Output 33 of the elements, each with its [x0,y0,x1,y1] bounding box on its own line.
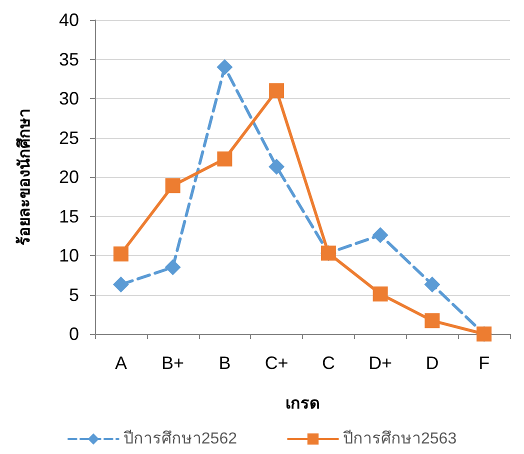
y-tick-label: 5 [68,284,79,305]
legend-label: ปีการศึกษา2562 [123,430,238,448]
y-tick-label: 30 [58,88,79,108]
y-tick-label: 0 [68,324,79,344]
x-tick-label: C+ [264,353,288,373]
x-tick-label: D [426,353,439,373]
x-tick-label: D+ [368,353,392,373]
point [372,227,388,244]
x-axis-title: เกรด [286,396,320,412]
x-tick-label: F [478,353,490,373]
legend-label: ปีการศึกษา2563 [343,430,457,448]
point [269,83,284,98]
y-tick-label: 25 [58,128,79,148]
x-tick-label: B [218,353,231,373]
point [112,276,129,293]
y-tick-label: 35 [58,49,79,70]
point [217,151,232,166]
point [372,286,388,302]
point [216,59,233,76]
point [424,276,440,293]
y-tick-label: 40 [58,10,79,30]
x-tick-label: A [114,353,127,373]
y-tick-label: 20 [58,167,79,187]
point [165,178,180,194]
point [424,313,440,328]
point [268,158,285,175]
y-axis-title: ร้อยละของนักศึกษา [16,108,34,246]
y-tick-label: 15 [58,206,79,226]
x-tick-label: B+ [162,353,184,373]
y-tick-label: 10 [58,246,79,266]
point [113,246,128,262]
x-tick-label: C [322,353,335,373]
point [164,259,181,276]
